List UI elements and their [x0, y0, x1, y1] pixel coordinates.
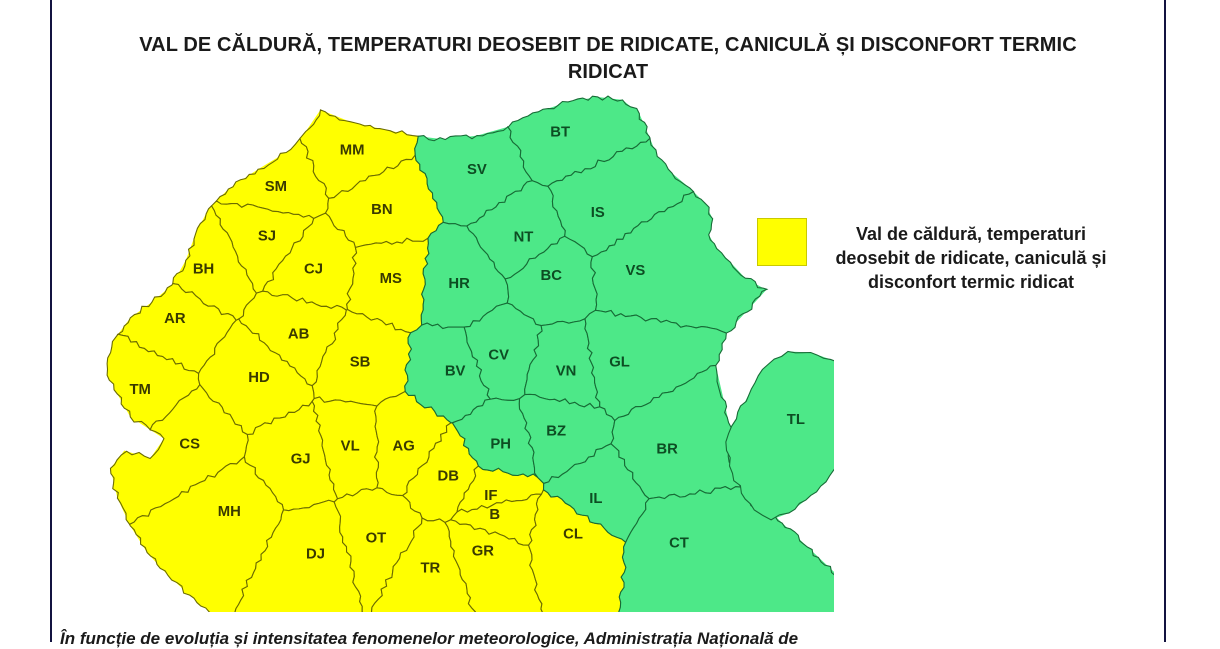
svg-text:BZ: BZ — [546, 424, 566, 440]
svg-text:PH: PH — [490, 437, 511, 453]
svg-text:IL: IL — [589, 491, 602, 507]
svg-text:BN: BN — [371, 202, 392, 218]
svg-text:AR: AR — [164, 311, 186, 327]
svg-text:CL: CL — [563, 527, 583, 543]
svg-text:GJ: GJ — [291, 451, 311, 467]
svg-text:DJ: DJ — [306, 547, 325, 563]
svg-text:SB: SB — [350, 354, 371, 370]
svg-text:OT: OT — [366, 531, 387, 547]
svg-text:VN: VN — [556, 363, 577, 379]
svg-text:SJ: SJ — [258, 229, 276, 245]
svg-text:SV: SV — [467, 162, 487, 178]
svg-text:MH: MH — [218, 504, 241, 520]
svg-text:TL: TL — [787, 412, 805, 428]
svg-text:HR: HR — [448, 276, 470, 292]
svg-text:IF: IF — [484, 488, 497, 504]
svg-text:CS: CS — [179, 437, 200, 453]
svg-text:CJ: CJ — [304, 261, 323, 277]
svg-text:BC: BC — [541, 268, 563, 284]
svg-text:HD: HD — [248, 370, 270, 386]
svg-text:DB: DB — [437, 468, 459, 484]
svg-text:BT: BT — [550, 125, 570, 141]
svg-text:BH: BH — [193, 261, 214, 277]
svg-text:CT: CT — [669, 536, 689, 552]
svg-text:TR: TR — [420, 560, 440, 576]
svg-text:CV: CV — [488, 347, 509, 363]
svg-text:AG: AG — [393, 439, 415, 455]
svg-text:BV: BV — [445, 363, 466, 379]
svg-text:IS: IS — [591, 205, 605, 221]
svg-text:GL: GL — [609, 354, 630, 370]
svg-text:VS: VS — [626, 263, 646, 279]
svg-text:B: B — [489, 507, 500, 523]
svg-text:SM: SM — [265, 179, 287, 195]
svg-text:NT: NT — [514, 230, 534, 246]
svg-text:AB: AB — [288, 327, 310, 343]
svg-text:MM: MM — [340, 142, 365, 158]
svg-text:VL: VL — [341, 439, 360, 455]
svg-text:MS: MS — [380, 271, 402, 287]
svg-text:TM: TM — [129, 382, 150, 398]
svg-text:GR: GR — [472, 544, 495, 560]
svg-text:BR: BR — [656, 442, 678, 458]
